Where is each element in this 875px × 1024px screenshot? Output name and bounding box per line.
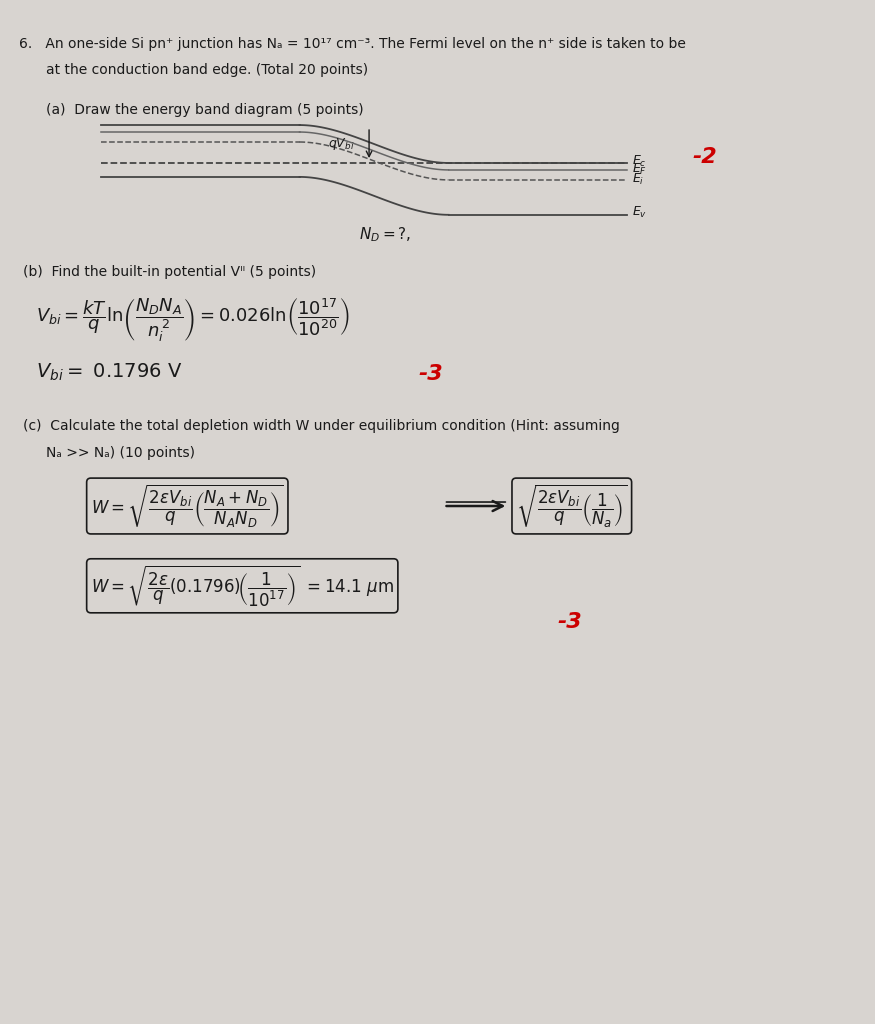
Text: $N_D = ?,$: $N_D = ?,$: [359, 225, 411, 244]
Text: $E_i$: $E_i$: [633, 172, 645, 187]
Text: -2: -2: [692, 147, 717, 167]
Text: at the conduction band edge. (Total 20 points): at the conduction band edge. (Total 20 p…: [46, 63, 368, 77]
Text: 6.   An one-side Si pn⁺ junction has Nₐ = 10¹⁷ cm⁻³. The Fermi level on the n⁺ s: 6. An one-side Si pn⁺ junction has Nₐ = …: [19, 37, 686, 51]
Text: (a)  Draw the energy band diagram (5 points): (a) Draw the energy band diagram (5 poin…: [46, 103, 364, 117]
Text: $qV_{bi}$: $qV_{bi}$: [328, 136, 354, 152]
Text: -3: -3: [558, 611, 583, 632]
Text: $W = \sqrt{\dfrac{2\varepsilon}{q}(0.1796)\!\left(\dfrac{1}{10^{17}}\right)}$$\ : $W = \sqrt{\dfrac{2\varepsilon}{q}(0.179…: [91, 563, 394, 608]
Text: $W = \sqrt{\dfrac{2\varepsilon V_{bi}}{q}\left(\dfrac{N_A + N_D}{N_A N_D}\right): $W = \sqrt{\dfrac{2\varepsilon V_{bi}}{q…: [91, 482, 284, 529]
Text: $V_{bi} = \ 0.1796\ \mathrm{V}$: $V_{bi} = \ 0.1796\ \mathrm{V}$: [36, 361, 183, 383]
Text: (b)  Find the built-in potential Vᴵᴵ (5 points): (b) Find the built-in potential Vᴵᴵ (5 p…: [24, 264, 317, 279]
Text: $E_F$: $E_F$: [633, 163, 648, 177]
Text: $E_v$: $E_v$: [633, 205, 648, 220]
Text: $V_{bi} = \dfrac{kT}{q}\ln\!\left(\dfrac{N_D N_A}{n_i^{\,2}}\right)= 0.026\ln\!\: $V_{bi} = \dfrac{kT}{q}\ln\!\left(\dfrac…: [36, 296, 350, 343]
Text: $\sqrt{\dfrac{2\varepsilon V_{bi}}{q}\left(\dfrac{1}{N_a}\right)}$: $\sqrt{\dfrac{2\varepsilon V_{bi}}{q}\le…: [516, 482, 627, 529]
Text: $E_c$: $E_c$: [633, 154, 647, 169]
Text: (c)  Calculate the total depletion width W under equilibrium condition (Hint: as: (c) Calculate the total depletion width …: [24, 419, 620, 433]
Text: -3: -3: [419, 365, 444, 384]
Text: Nₐ >> Nₐ) (10 points): Nₐ >> Nₐ) (10 points): [46, 446, 195, 460]
